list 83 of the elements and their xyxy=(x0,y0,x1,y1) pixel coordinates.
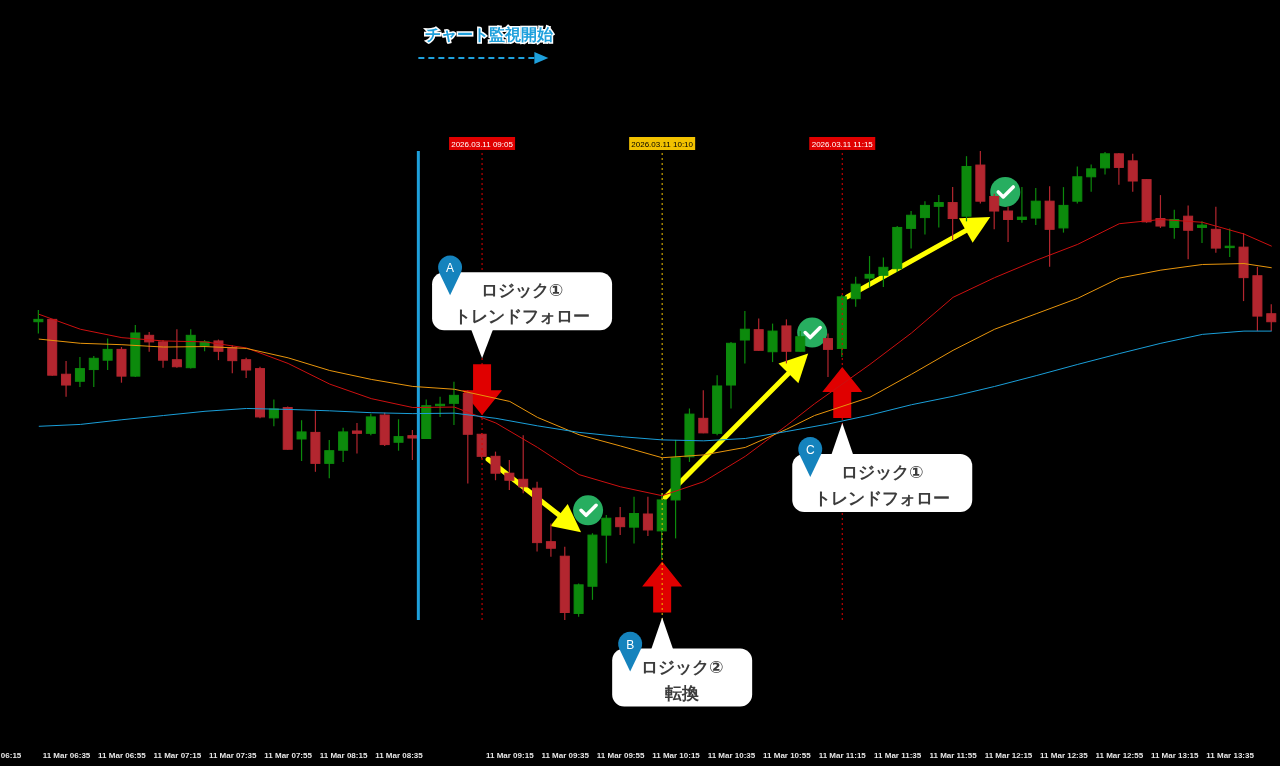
candlestick xyxy=(1113,152,1124,186)
candlestick xyxy=(1100,151,1111,176)
candlestick xyxy=(102,338,113,371)
candlestick xyxy=(158,339,169,369)
candlestick xyxy=(1058,186,1069,234)
text: B xyxy=(626,637,635,652)
x-tick-label: 11 Mar 11:35 xyxy=(874,750,922,760)
x-tick-label: 11 Mar 10:55 xyxy=(763,750,812,760)
candlestick xyxy=(878,256,889,288)
x-tick-label: 11 Mar 06:55 xyxy=(98,750,147,760)
candlestick xyxy=(933,194,944,229)
x-tick-label: 11 Mar 10:35 xyxy=(707,750,756,760)
x-tick-label: 11 Mar 13:15 xyxy=(1150,750,1200,760)
candlestick xyxy=(822,332,833,378)
candlestick xyxy=(615,506,626,536)
x-tick-label: 11 Mar 07:55 xyxy=(264,750,313,760)
ref-line-label: 2026.03.11 11:15 xyxy=(811,139,874,149)
candlestick xyxy=(351,422,362,455)
ref-line-label: チャート監視開始 xyxy=(425,25,555,44)
candlestick xyxy=(629,496,640,545)
candlestick xyxy=(74,356,85,388)
candlestick xyxy=(33,309,44,335)
candlestick xyxy=(296,419,307,462)
x-tick-label: 11 Mar 07:15 xyxy=(153,750,202,760)
candlestick xyxy=(1003,206,1014,243)
candlestick xyxy=(1127,153,1138,193)
candlestick xyxy=(906,210,917,250)
candlestick xyxy=(753,317,764,352)
candlestick xyxy=(739,310,750,365)
candlestick xyxy=(171,328,182,369)
x-tick-label: 11 Mar 12:15 xyxy=(984,750,1033,760)
x-tick-label: 11 Mar 09:15 xyxy=(485,750,535,760)
candlestick xyxy=(1266,303,1277,332)
candlestick xyxy=(393,418,404,452)
candlestick xyxy=(698,389,709,434)
candlestick xyxy=(241,357,252,379)
x-tick-label: 11 Mar 12:35 xyxy=(1040,750,1089,760)
annotation: ロジック① トレンドフォロー xyxy=(454,280,591,327)
x-tick-label: 11 Mar 07:35 xyxy=(208,750,258,760)
x-tick-label: 11 Mar 13:35 xyxy=(1206,750,1255,760)
annotation: C xyxy=(805,442,815,457)
candlestick xyxy=(1016,186,1027,224)
candlestick xyxy=(518,434,529,494)
x-tick-label: 11 Mar 09:55 xyxy=(596,750,645,760)
candlestick xyxy=(947,186,958,241)
candlestick xyxy=(795,330,806,353)
candlestick xyxy=(989,193,1000,230)
candlestick xyxy=(601,514,612,564)
candlestick xyxy=(88,355,99,388)
x-tick-label: 11 Mar 11:15 xyxy=(818,750,867,760)
annotation: A xyxy=(446,261,455,276)
candlestick xyxy=(850,276,861,308)
candlestick xyxy=(268,398,279,427)
ref-line-label: 2026.03.11 09:05 xyxy=(451,139,514,149)
candlestick xyxy=(1030,187,1041,226)
x-tick-label: 11 Mar 09:35 xyxy=(541,750,590,760)
candlestick xyxy=(365,413,376,436)
candlestick xyxy=(545,522,556,558)
annotation: ロジック① トレンドフォロー xyxy=(814,461,951,508)
x-tick-label: 11 Mar 10:15 xyxy=(652,750,701,760)
x-tick-label: 11 Mar 06:35 xyxy=(42,750,91,760)
ref-line-label: 2026.03.11 10:10 xyxy=(631,139,694,149)
candlestick xyxy=(448,381,459,426)
text: ロジック② 転換 xyxy=(640,656,724,703)
candlestick xyxy=(338,427,349,463)
candlestick xyxy=(504,459,515,491)
candlestick xyxy=(1197,220,1207,244)
candlestick xyxy=(1210,206,1221,254)
candlestick xyxy=(642,496,653,537)
candlestick xyxy=(864,255,875,288)
candlestick xyxy=(919,200,930,236)
candlestick xyxy=(324,439,335,479)
candlestick xyxy=(1183,204,1194,260)
candlestick xyxy=(767,322,778,363)
candlestick xyxy=(407,429,418,461)
x-tick-label: 11 Mar 12:55 xyxy=(1095,750,1144,760)
x-tick-label: 11 Mar 08:15 xyxy=(319,750,368,760)
candlestick xyxy=(490,451,501,481)
x-tick-label: 06:15 xyxy=(0,750,22,760)
x-tick-label: 11 Mar 11:55 xyxy=(929,750,978,760)
candlestick xyxy=(1086,164,1097,193)
x-tick-label: 11 Mar 08:35 xyxy=(375,750,424,760)
candlestick xyxy=(61,360,72,398)
